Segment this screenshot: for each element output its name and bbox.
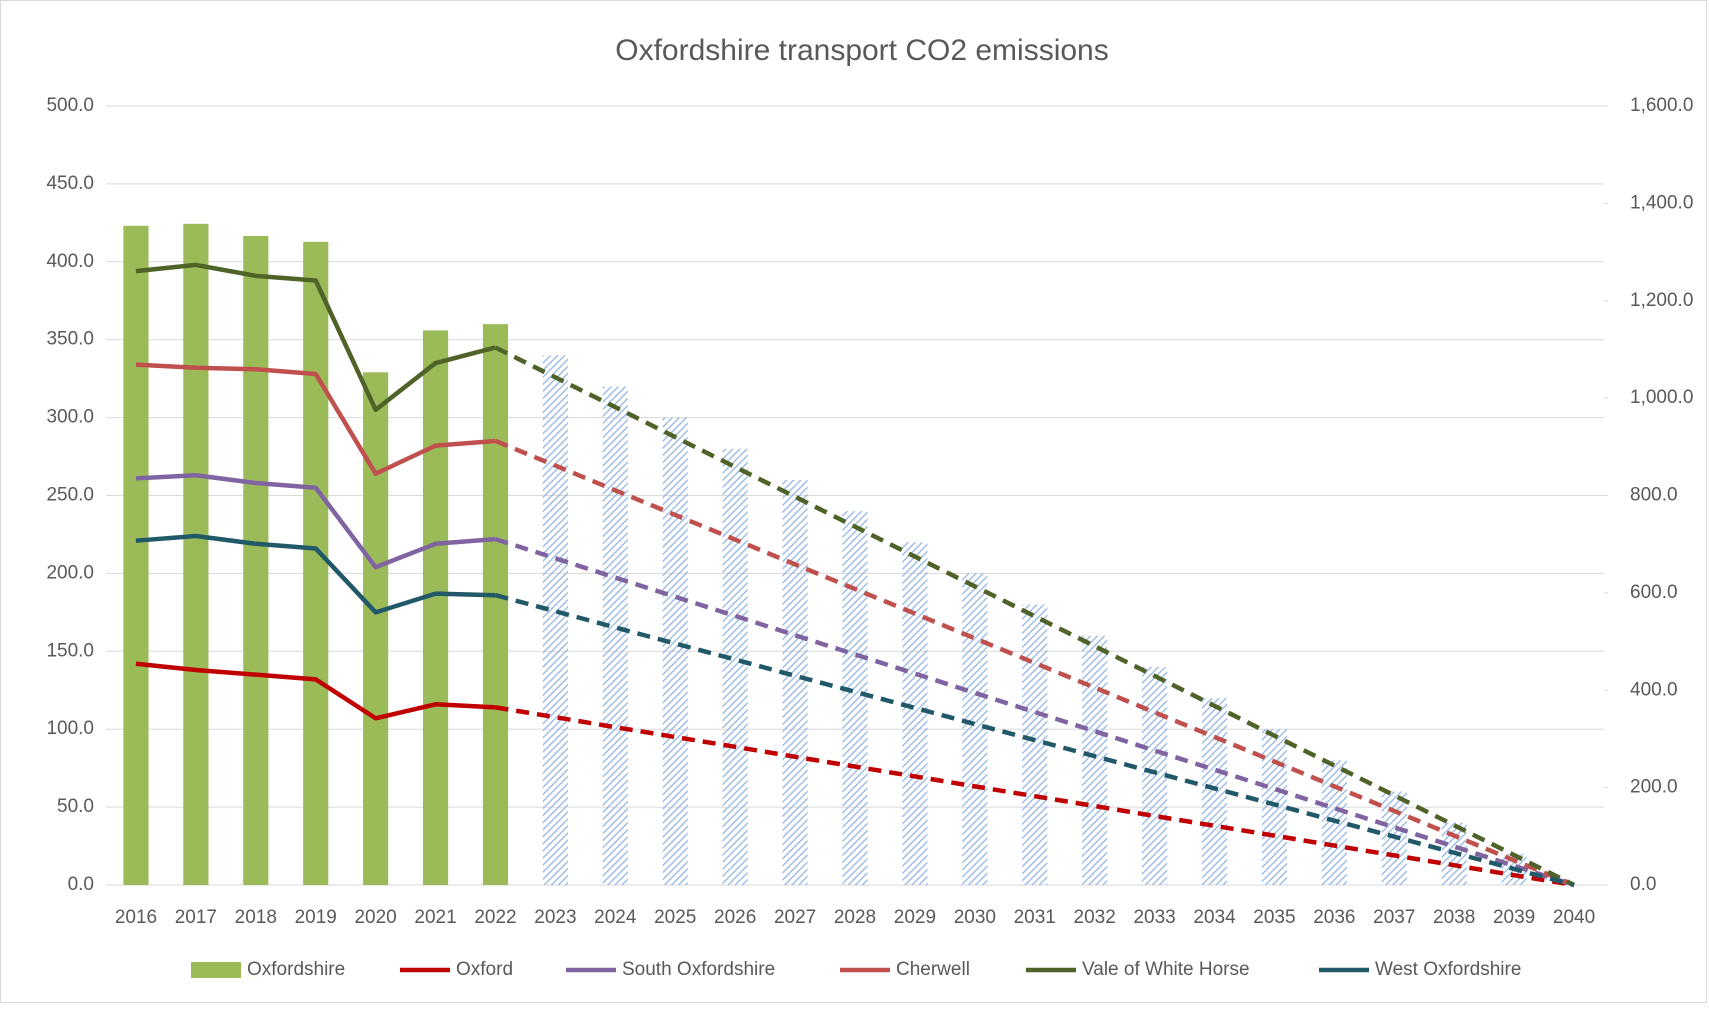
- y-tick-label: 400.0: [46, 251, 94, 272]
- bar: [602, 386, 628, 885]
- y-tick-label: 0.0: [68, 874, 94, 895]
- x-tick-label: 2036: [1313, 907, 1355, 928]
- x-tick-label: 2033: [1133, 907, 1175, 928]
- x-tick-label: 2017: [175, 907, 217, 928]
- bar: [722, 448, 748, 885]
- legend-label: Oxfordshire: [247, 959, 345, 980]
- legend-label: West Oxfordshire: [1375, 959, 1521, 980]
- x-tick-label: 2031: [1014, 907, 1056, 928]
- y-tick-label: 150.0: [46, 640, 94, 661]
- y-tick-label: 300.0: [46, 407, 94, 428]
- y2-tick-label: 1,000.0: [1630, 387, 1693, 408]
- x-tick-label: 2027: [774, 907, 816, 928]
- projection-line: [495, 705, 1575, 888]
- y-tick-label: 500.0: [46, 95, 94, 116]
- y2-tick-label: 0.0: [1630, 874, 1656, 895]
- line: [135, 533, 496, 615]
- projection-line: [494, 345, 1576, 888]
- x-tick-label: 2040: [1553, 907, 1595, 928]
- legend-label: South Oxfordshire: [622, 959, 775, 980]
- x-tick-label: 2035: [1253, 907, 1295, 928]
- x-tick-label: 2024: [594, 907, 637, 928]
- y2-tick-label: 1,400.0: [1630, 192, 1693, 213]
- legend-label: Oxford: [456, 959, 513, 980]
- x-tick-label: 2025: [654, 907, 696, 928]
- y-tick-label: 250.0: [46, 485, 94, 506]
- bar: [1201, 698, 1228, 885]
- y2-tick-label: 1,200.0: [1630, 290, 1693, 311]
- bar: [183, 223, 209, 886]
- x-tick-label: 2039: [1493, 907, 1535, 928]
- bar: [303, 241, 329, 885]
- bar: [1022, 604, 1048, 885]
- x-tick-label: 2038: [1433, 907, 1475, 928]
- x-tick-label: 2037: [1373, 907, 1415, 928]
- legend-label: Cherwell: [896, 959, 970, 980]
- x-tick-label: 2016: [115, 907, 157, 928]
- bar: [1142, 666, 1168, 885]
- bar: [662, 417, 688, 885]
- x-tick-label: 2023: [534, 907, 576, 928]
- bar: [123, 225, 149, 886]
- y-tick-label: 350.0: [46, 329, 94, 350]
- x-tick-label: 2026: [714, 907, 756, 928]
- legend-label: Vale of White Horse: [1082, 959, 1250, 980]
- y2-tick-label: 1,600.0: [1630, 95, 1693, 116]
- bar: [1082, 635, 1108, 885]
- y-tick-label: 450.0: [46, 173, 94, 194]
- bar: [962, 573, 988, 885]
- x-tick-label: 2029: [894, 907, 936, 928]
- x-tick-label: 2030: [954, 907, 996, 928]
- bar: [902, 542, 928, 885]
- line: [135, 262, 497, 413]
- y2-tick-label: 200.0: [1630, 777, 1678, 798]
- x-tick-label: 2022: [474, 907, 516, 928]
- x-tick-label: 2034: [1193, 907, 1236, 928]
- legend-swatch: [191, 962, 241, 978]
- bar: [363, 372, 389, 885]
- line: [135, 362, 496, 476]
- y-tick-label: 50.0: [57, 796, 94, 817]
- x-tick-label: 2019: [295, 907, 337, 928]
- projection-line: [494, 593, 1575, 888]
- projection-line: [494, 438, 1575, 888]
- y2-tick-label: 800.0: [1630, 485, 1678, 506]
- x-tick-label: 2018: [235, 907, 277, 928]
- chart-title: Oxfordshire transport CO2 emissions: [615, 34, 1109, 67]
- x-tick-label: 2021: [414, 907, 456, 928]
- y2-tick-label: 400.0: [1630, 679, 1678, 700]
- bar: [1261, 729, 1288, 885]
- x-tick-label: 2028: [834, 907, 876, 928]
- bar: [782, 479, 808, 885]
- x-tick-label: 2032: [1074, 907, 1116, 928]
- y-tick-label: 200.0: [46, 562, 94, 583]
- line: [135, 661, 496, 721]
- y-tick-label: 100.0: [46, 718, 94, 739]
- y2-tick-label: 600.0: [1630, 582, 1678, 603]
- bar: [243, 235, 269, 886]
- line: [135, 472, 496, 570]
- bar: [422, 330, 449, 886]
- bar: [542, 355, 568, 885]
- bar: [482, 324, 509, 885]
- x-tick-label: 2020: [354, 907, 396, 928]
- bar: [842, 511, 868, 885]
